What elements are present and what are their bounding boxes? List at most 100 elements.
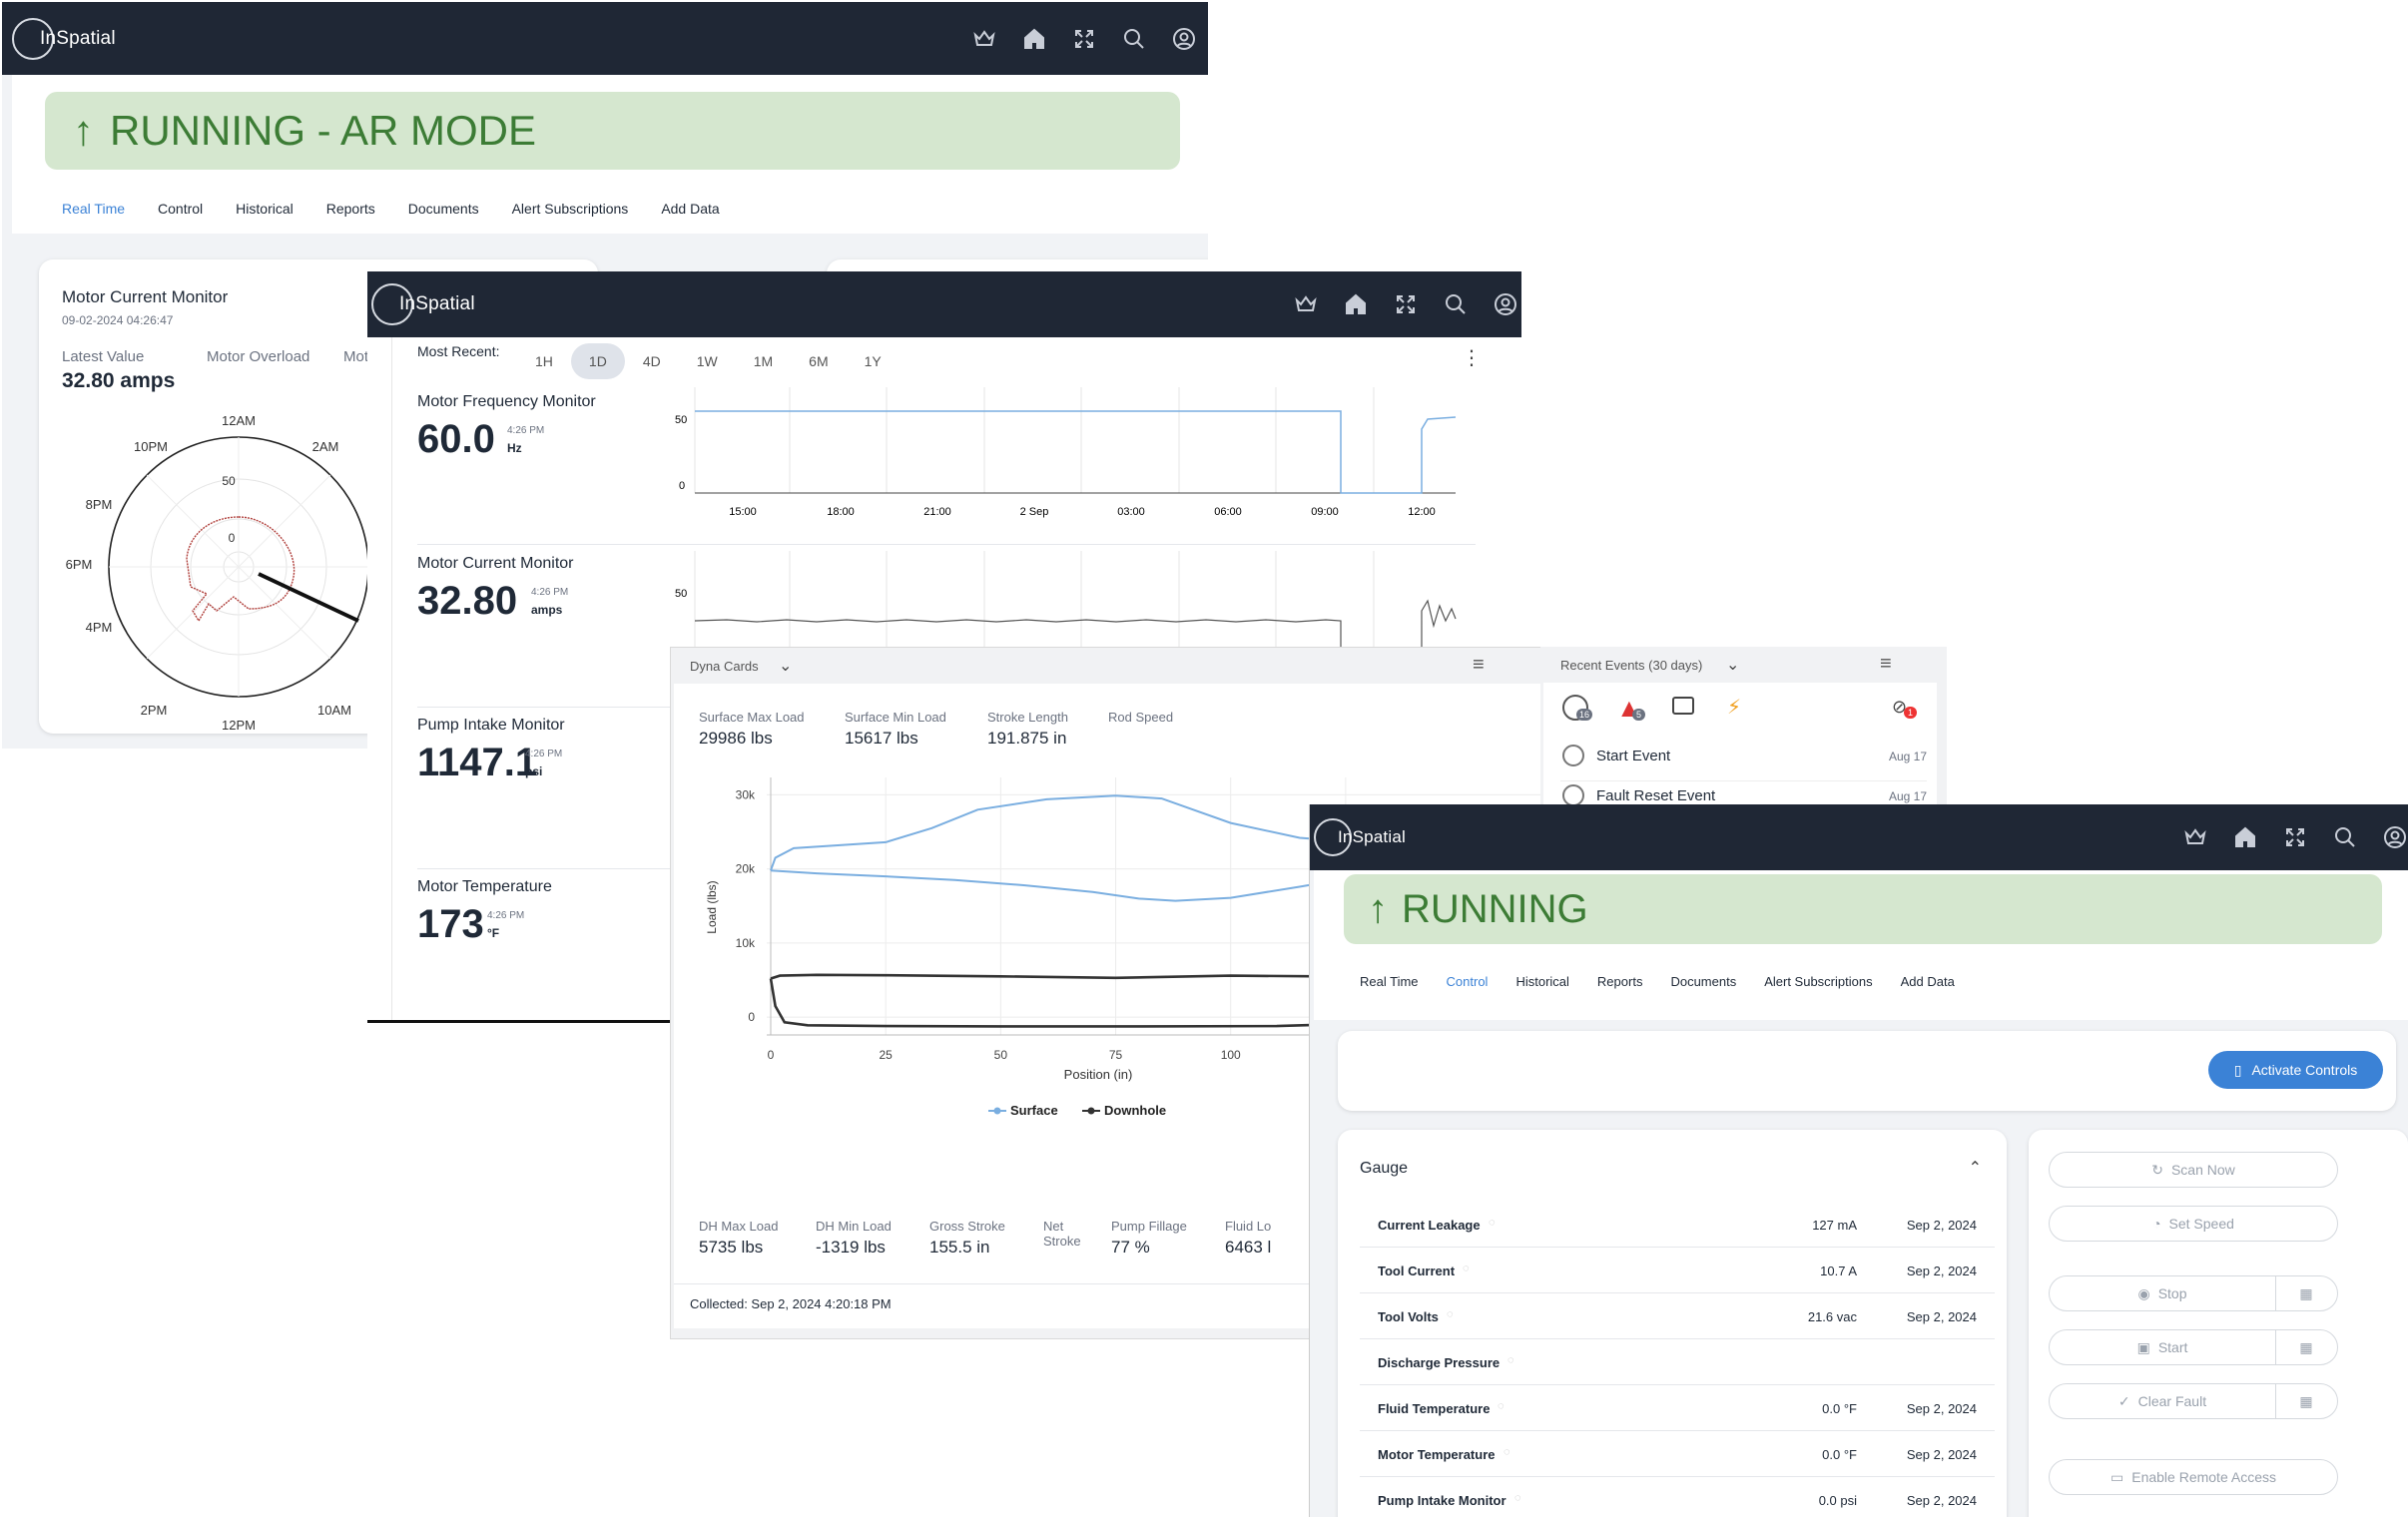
collected-timestamp: Collected: Sep 2, 2024 4:20:18 PM [690,1296,892,1311]
tab-historical[interactable]: Historical [236,201,294,217]
home-icon[interactable] [1020,25,1048,53]
stat-value: 6463 l [1225,1238,1272,1257]
info-icon[interactable]: ◌ [1463,1263,1470,1274]
crown-icon[interactable] [1292,290,1320,318]
stat-label: Pump Fillage [1111,1219,1187,1234]
frequency-line-chart: 50 0 15:00 18:00 21:00 2 Sep 03:00 06:00… [675,387,1457,518]
more-options-icon[interactable]: ⋮ [1462,347,1482,369]
tab-historical[interactable]: Historical [1515,974,1569,989]
tab-reports[interactable]: Reports [325,201,375,217]
crown-icon[interactable] [970,25,998,53]
user-icon[interactable] [1492,290,1519,318]
refresh-icon: ↻ [2151,1161,2163,1178]
y-tick: 0 [679,480,685,492]
brand-logo[interactable]: InSpatial [371,283,475,325]
gauge-row: Pump Intake Monitor ◌ 0.0 psi Sep 2, 2024 [1360,1477,1995,1517]
scan-now-label: Scan Now [2170,1162,2235,1178]
polar-ring-50: 50 [222,474,236,488]
clock-icon[interactable] [1562,695,1588,721]
clear-fault-button[interactable]: ✓ Clear Fault ▦ [2049,1383,2338,1419]
x-tick: 03:00 [1117,506,1145,518]
user-icon[interactable] [2381,823,2408,851]
search-icon[interactable] [1120,25,1148,53]
calendar-icon[interactable]: ▦ [2275,1276,2336,1310]
expand-icon[interactable] [1392,290,1420,318]
comment-icon[interactable] [1672,697,1694,715]
stop-button[interactable]: ◉ Stop ▦ [2049,1275,2338,1311]
set-speed-label: Set Speed [2168,1216,2234,1232]
range-1m[interactable]: 1M [753,353,774,369]
stat-label: Stroke Length [987,710,1068,725]
y-tick: 50 [675,414,687,426]
brand-logo[interactable]: InSpatial [12,17,116,60]
crown-icon[interactable] [2181,823,2209,851]
start-button[interactable]: ▣ Start ▦ [2049,1329,2338,1365]
search-icon[interactable] [1442,290,1470,318]
polar-label-10am: 10AM [317,703,351,718]
calendar-icon[interactable]: ▦ [2275,1330,2336,1364]
x-tick: 15:00 [729,506,757,518]
info-icon[interactable]: ◌ [1507,1354,1514,1366]
brand-logo[interactable]: InSpatial [1314,818,1406,856]
range-1y[interactable]: 1Y [864,353,882,369]
tab-control[interactable]: Control [158,201,204,217]
y-tick: 50 [675,588,687,600]
enable-remote-access-button[interactable]: ▭ Enable Remote Access [2049,1459,2338,1495]
x-tick: 2 Sep [1020,506,1049,518]
activate-controls-button[interactable]: ▯ Activate Controls [2208,1051,2383,1089]
calendar-icon[interactable]: ▦ [2275,1384,2336,1418]
tab-add-data[interactable]: Add Data [661,201,720,217]
search-icon[interactable] [2331,823,2359,851]
info-icon[interactable]: ◌ [1504,1446,1510,1458]
range-6m[interactable]: 6M [809,353,829,369]
stat-label: DH Min Load [816,1219,892,1234]
gauge-title: Gauge [1360,1160,1409,1177]
info-icon[interactable]: ◌ [1447,1308,1454,1320]
tab-reports[interactable]: Reports [1596,974,1643,989]
range-1w[interactable]: 1W [696,353,718,369]
arrow-up-icon: ↑ [73,107,94,154]
gauge-name: Tool Volts [1378,1309,1439,1324]
info-icon[interactable]: ◌ [1514,1492,1521,1504]
stat-value: 155.5 in [929,1238,990,1257]
chevron-down-icon[interactable]: ⌄ [779,658,793,675]
gauge-date: Sep 2, 2024 [1906,1309,1977,1324]
range-4d[interactable]: 4D [642,353,661,369]
event-row[interactable]: Fault Reset Event Aug 17 [1560,784,1927,806]
user-icon[interactable] [1170,25,1198,53]
polar-label-12pm: 12PM [222,718,256,733]
tab-alert-subscriptions[interactable]: Alert Subscriptions [511,201,629,217]
scan-now-button[interactable]: ↻ Scan Now [2049,1152,2338,1188]
stat-label: Rod Speed [1108,710,1174,725]
chevron-down-icon[interactable]: ⌄ [1726,657,1740,674]
gauge-name: Tool Current [1378,1264,1456,1278]
motor-overload-label: Motor Overload [207,348,310,365]
tab-real-time[interactable]: Real Time [1360,974,1419,989]
monitor-time: 4:26 PM [525,749,563,759]
hidden-icon[interactable]: ⊘ [1892,697,1908,717]
expand-icon[interactable] [2281,823,2309,851]
tab-alert-subscriptions[interactable]: Alert Subscriptions [1764,974,1873,989]
event-row[interactable]: Start Event Aug 17 [1560,745,1927,781]
set-speed-button[interactable]: ◔ Set Speed [2049,1206,2338,1242]
x-tick: 09:00 [1311,506,1339,518]
info-icon[interactable]: ◌ [1498,1400,1505,1412]
tab-real-time[interactable]: Real Time [62,201,126,217]
tab-add-data[interactable]: Add Data [1900,974,1955,989]
tab-control[interactable]: Control [1446,974,1489,989]
signal-icon[interactable]: ⚡ [1727,697,1742,719]
menu-icon[interactable]: ≡ [1880,653,1892,675]
control-actions-card: ↻ Scan Now ◔ Set Speed ◉ Stop ▦ ▣ Start ▦ ✓ Cle… [2029,1130,2408,1517]
home-icon[interactable] [1342,290,1370,318]
range-1h[interactable]: 1H [535,353,553,369]
tab-documents[interactable]: Documents [407,201,479,217]
chevron-up-icon[interactable]: ⌃ [1968,1160,1982,1177]
range-1d[interactable]: 1D [570,343,625,379]
expand-icon[interactable] [1070,25,1098,53]
info-icon[interactable]: ◌ [1489,1217,1496,1229]
tab-documents[interactable]: Documents [1670,974,1737,989]
polar-label-6pm: 6PM [66,557,93,572]
tab-bar: Real Time Control Historical Reports Doc… [1360,974,1955,989]
home-icon[interactable] [2231,823,2259,851]
menu-icon[interactable]: ≡ [1473,654,1485,676]
